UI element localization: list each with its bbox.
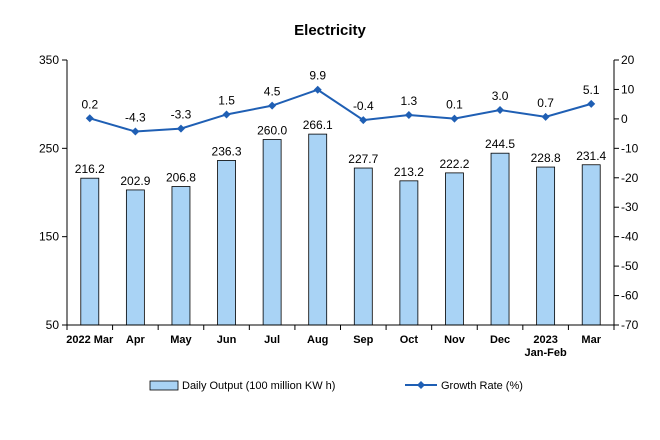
y-right-tick-2: 0 bbox=[621, 112, 628, 126]
legend-marker-line bbox=[417, 381, 425, 389]
y-right-tick-0: 20 bbox=[621, 53, 635, 67]
bar-9 bbox=[490, 152, 510, 326]
legend: Daily Output (100 million KW h) Growth R… bbox=[149, 380, 523, 392]
growth-marker-11 bbox=[587, 99, 596, 108]
x-tick-label-0: 2022 Mar bbox=[66, 334, 114, 346]
growth-value-label-9: 3.0 bbox=[492, 89, 509, 103]
bar-value-label-1: 202.9 bbox=[120, 174, 150, 188]
growth-marker-4 bbox=[268, 101, 277, 110]
bar-value-label-4: 260.0 bbox=[257, 124, 287, 138]
growth-marker-2 bbox=[176, 124, 185, 133]
growth-marker-8 bbox=[450, 114, 459, 123]
y-left-tick-2: 250 bbox=[39, 141, 59, 155]
x-tick-label-11: Mar bbox=[581, 334, 601, 346]
growth-marker-10 bbox=[541, 112, 550, 121]
x-tick-label-6: Sep bbox=[353, 334, 373, 346]
growth-value-label-11: 5.1 bbox=[583, 83, 600, 97]
bar-4 bbox=[262, 139, 282, 326]
y-right-tick-7: -50 bbox=[621, 259, 639, 273]
bar-7 bbox=[399, 180, 419, 326]
x-tick-label-7: Oct bbox=[400, 334, 419, 346]
y-left-tick-3: 350 bbox=[39, 53, 59, 67]
x-tick-label-10: 2023 Jan-Feb bbox=[525, 334, 567, 359]
growth-value-label-3: 1.5 bbox=[218, 93, 235, 107]
y-right-tick-8: -60 bbox=[621, 289, 639, 303]
y-right-tick-3: -10 bbox=[621, 141, 639, 155]
legend-label-bar: Daily Output (100 million KW h) bbox=[182, 380, 335, 392]
bar-11 bbox=[581, 164, 601, 326]
x-tick-label-1: Apr bbox=[126, 334, 146, 346]
growth-rate-line bbox=[89, 88, 592, 133]
bar-value-label-9: 244.5 bbox=[485, 137, 515, 151]
x-tick-label-9: Dec bbox=[490, 334, 510, 346]
bar-1 bbox=[125, 189, 145, 326]
growth-marker-1 bbox=[131, 127, 140, 136]
bar-value-label-10: 228.8 bbox=[531, 151, 561, 165]
x-tick-label-5: Aug bbox=[307, 334, 328, 346]
y-right-tick-5: -30 bbox=[621, 200, 639, 214]
growth-value-label-6: -0.4 bbox=[353, 99, 374, 113]
x-tick-label-4: Jul bbox=[264, 334, 280, 346]
growth-value-label-1: -4.3 bbox=[125, 111, 146, 125]
bar-10 bbox=[536, 166, 556, 326]
line-series bbox=[85, 85, 596, 136]
growth-marker-6 bbox=[359, 116, 368, 125]
bar-3 bbox=[217, 160, 236, 326]
bar-value-label-5: 266.1 bbox=[303, 118, 333, 132]
y-right-tick-6: -40 bbox=[621, 230, 639, 244]
growth-marker-9 bbox=[496, 106, 505, 115]
x-tick-label-2: May bbox=[170, 334, 192, 346]
growth-value-label-10: 0.7 bbox=[537, 96, 554, 110]
legend-swatch-bar bbox=[149, 380, 179, 391]
bar-6 bbox=[353, 167, 373, 326]
bar-value-label-8: 222.2 bbox=[439, 157, 469, 171]
bar-value-label-0: 216.2 bbox=[75, 162, 105, 176]
bar-value-label-2: 206.8 bbox=[166, 170, 196, 184]
bar-8 bbox=[445, 172, 464, 326]
growth-value-label-0: 0.2 bbox=[81, 97, 98, 111]
y-right-tick-1: 10 bbox=[621, 82, 635, 96]
bar-value-label-3: 236.3 bbox=[212, 144, 242, 158]
bar-0 bbox=[80, 177, 100, 326]
growth-value-label-5: 9.9 bbox=[309, 69, 326, 83]
chart-title: Electricity bbox=[294, 22, 366, 39]
bar-series bbox=[80, 133, 601, 326]
data-labels: 216.2 202.9 206.8 236.3 260.0 266.1 227.7 213.2… bbox=[75, 69, 607, 188]
bar-value-label-11: 231.4 bbox=[576, 149, 606, 163]
y-right-tick-4: -20 bbox=[621, 171, 639, 185]
y-right-tick-9: -70 bbox=[621, 318, 639, 332]
growth-value-label-2: -3.3 bbox=[171, 108, 192, 122]
growth-marker-0 bbox=[85, 114, 94, 123]
y-left-tick-0: 50 bbox=[46, 318, 60, 332]
x-tick-label-3: Jun bbox=[217, 334, 237, 346]
bar-value-label-6: 227.7 bbox=[348, 152, 378, 166]
y-left-tick-1: 150 bbox=[39, 230, 59, 244]
bar-2 bbox=[171, 186, 191, 326]
growth-marker-7 bbox=[404, 111, 413, 120]
bar-5 bbox=[308, 133, 328, 326]
growth-value-label-7: 1.3 bbox=[401, 94, 418, 108]
axes: 50 150 250 350 20 10 0 -10 -20 -30 -40 -50 -60 -70 202… bbox=[39, 53, 639, 359]
growth-value-label-8: 0.1 bbox=[446, 98, 463, 112]
growth-marker-3 bbox=[222, 110, 231, 119]
bar-value-label-7: 213.2 bbox=[394, 165, 424, 179]
legend-label-line: Growth Rate (%) bbox=[441, 380, 523, 392]
growth-marker-5 bbox=[313, 85, 322, 94]
x-tick-label-8: Nov bbox=[444, 334, 466, 346]
growth-value-label-4: 4.5 bbox=[264, 85, 281, 99]
